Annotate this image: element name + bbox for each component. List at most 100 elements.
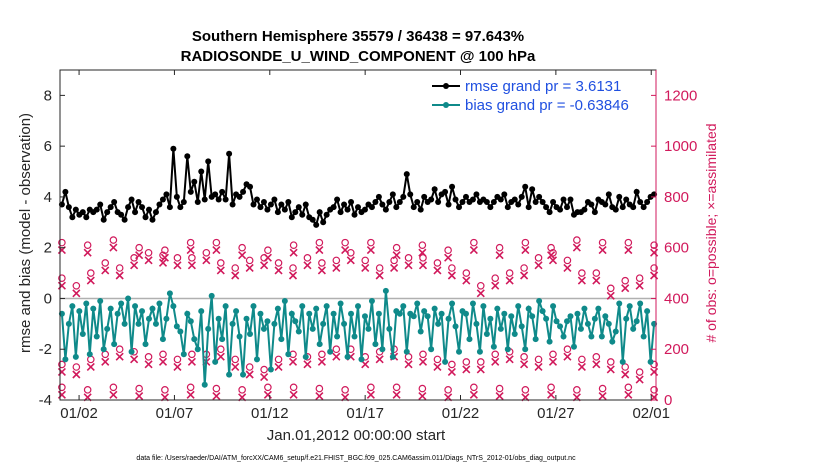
bias-point [515,303,522,310]
chart-subtitle: RADIOSONDE_U_WIND_COMPONENT @ 100 hPa [181,48,536,65]
bias-point [372,341,379,348]
rmse-point [361,206,368,213]
obs-possible-marker [115,264,124,272]
obs-possible-marker [159,251,167,260]
bias-point [560,333,567,340]
obs-point-low [624,383,633,399]
obs-point-mid-high [346,248,355,265]
bias-point [564,318,571,325]
bias-point [456,348,463,355]
rmse-point [483,199,490,205]
rmse-point [69,214,76,221]
obs-possible-marker [650,264,658,272]
obs-assimilated-marker [577,362,586,371]
bias-point [609,338,616,345]
bias-point [159,336,166,343]
obs-possible-marker [341,386,349,394]
bias-point [177,328,184,335]
obs-assimilated-marker [598,392,607,401]
rmse-point [118,211,125,218]
obs-point-mid-high [433,259,442,275]
obs-point-mid-high [288,264,298,280]
obs-point-high [57,238,66,255]
rmse-point [525,204,532,211]
obs-possible-marker [578,355,586,364]
obs-point-low [598,384,607,401]
obs-point-high [624,238,633,255]
rmse-point [316,209,323,216]
obs-possible-marker [476,358,485,366]
rmse-point [201,196,208,203]
plot-frame [59,69,657,401]
obs-assimilated-marker [187,261,196,270]
obs-assimilated-marker [375,271,384,280]
rmse-point [351,211,358,218]
obs-assimilated-marker [476,289,485,298]
rmse-point [226,150,233,157]
bias-point [612,328,619,335]
obs-assimilated-marker [606,291,615,300]
rmse-point [511,196,518,203]
obs-possible-marker [274,259,283,267]
obs-point-mid-low [563,345,572,361]
obs-point-mid-high [650,264,659,280]
rmse-point [215,196,222,203]
bias-point [128,348,135,355]
bias-point [633,318,640,325]
bias-point [320,320,327,327]
obs-point-mid-low [491,350,500,366]
rmse-point [456,204,463,211]
bias-point [240,371,247,378]
rmse-point [309,216,316,223]
rmse-point [170,145,177,152]
y-axis-label: rmse and bias (model - observation) [17,113,34,353]
obs-possible-marker [86,269,95,277]
obs-possible-marker [161,246,169,255]
bias-point [229,320,236,327]
bias-point [145,315,152,322]
obs-possible-marker [144,248,153,257]
obs-possible-marker [83,241,92,249]
bias-point [508,313,515,320]
y-tick-label: 4 [44,189,52,206]
bias-point [156,300,163,307]
bias-point [365,325,372,332]
obs-point-mid-high [375,264,384,280]
bias-point [480,303,487,310]
bias-point [410,313,417,320]
bias-point [173,323,180,330]
rmse-point [417,206,424,213]
rmse-point [205,158,212,165]
rmse-point [212,191,219,198]
bias-point [264,318,271,325]
obs-possible-marker [650,386,658,394]
obs-possible-marker [578,269,586,277]
obs-assimilated-marker [186,390,195,399]
rmse-point [623,196,630,203]
y2-tick-label: 800 [664,189,689,206]
rmse-point [382,206,389,213]
obs-point-mid-high [447,264,456,280]
rmse-point [560,196,567,203]
rmse-point [605,191,612,198]
bias-point [313,305,320,312]
obs-point-high [135,243,144,260]
obs-assimilated-marker [216,352,225,361]
bias-point [166,290,173,297]
rmse-point [602,201,609,208]
obs-possible-marker [476,281,485,290]
obs-point-mid-low [462,358,471,374]
bias-point [142,341,149,348]
bias-point [414,300,421,307]
obs-possible-marker [573,386,581,394]
y-tick-label: 0 [44,290,52,307]
obs-assimilated-marker [173,362,182,371]
bias-point [389,353,396,360]
rmse-point [515,201,522,208]
rmse-point [250,201,257,208]
bias-point [93,333,100,340]
bias-point [501,310,508,317]
obs-possible-marker [563,345,572,354]
obs-possible-marker [367,238,375,247]
obs-point-low [263,383,272,399]
